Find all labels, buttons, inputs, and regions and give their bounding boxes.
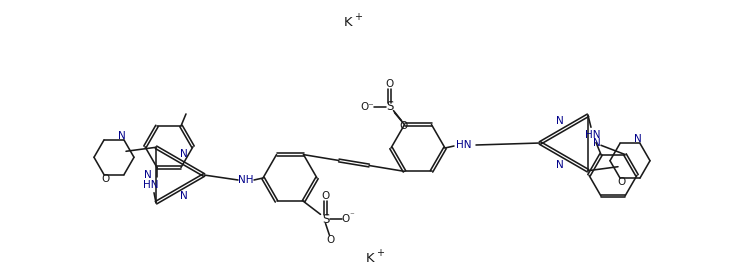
Text: N: N: [593, 138, 601, 148]
Text: +: +: [376, 248, 384, 258]
Text: K: K: [344, 16, 352, 28]
Text: N: N: [556, 160, 563, 170]
Text: N: N: [144, 170, 152, 180]
Text: O: O: [618, 177, 626, 187]
Text: N: N: [180, 191, 188, 201]
Text: O: O: [341, 214, 350, 224]
Text: O: O: [322, 191, 330, 201]
Text: HN: HN: [143, 180, 159, 190]
Text: HN: HN: [585, 130, 601, 140]
Text: O: O: [386, 79, 394, 89]
Text: HN: HN: [456, 140, 472, 150]
Text: S: S: [386, 100, 393, 113]
Text: N: N: [556, 116, 563, 126]
Text: N: N: [634, 134, 642, 145]
Text: O: O: [400, 121, 408, 131]
Text: N: N: [118, 131, 126, 141]
Text: O: O: [326, 235, 334, 246]
Text: O⁻: O⁻: [360, 102, 374, 112]
Text: +: +: [354, 12, 362, 22]
Text: N: N: [180, 149, 188, 159]
Text: K: K: [366, 251, 374, 264]
Text: S: S: [322, 213, 329, 226]
Text: NH: NH: [239, 175, 254, 185]
Text: O: O: [102, 174, 110, 184]
Text: ⁻: ⁻: [349, 211, 354, 220]
